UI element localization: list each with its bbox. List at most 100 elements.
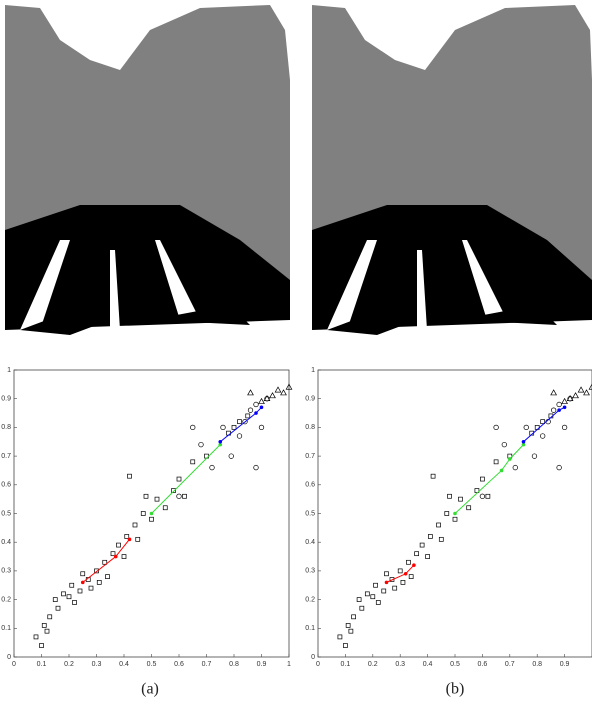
triangle-point (285, 383, 293, 390)
circle-point (228, 453, 234, 459)
square-point (143, 493, 149, 499)
square-point (105, 574, 110, 579)
square-point (485, 493, 491, 499)
square-point (474, 488, 480, 493)
x-tick-label: 0.7 (505, 661, 515, 668)
line-vertex (557, 408, 561, 412)
x-tick-label: 0 (316, 661, 320, 668)
y-tick-label: 0 (7, 654, 11, 661)
circle-point (247, 407, 254, 413)
square-point (375, 600, 381, 605)
circle-point (253, 401, 259, 408)
line-vertex (254, 411, 258, 415)
square-point (69, 582, 75, 588)
triangle-point (263, 394, 271, 402)
circle-point (512, 464, 518, 471)
y-tick-label: 0.4 (1, 539, 11, 546)
line-vertex (508, 457, 512, 461)
triangle-point (561, 397, 568, 404)
triangle-point (572, 392, 579, 399)
square-point (452, 516, 458, 522)
circle-point (242, 419, 248, 425)
square-point (121, 554, 127, 559)
line-vertex (80, 580, 85, 585)
y-tick-label: 0.4 (305, 539, 315, 546)
square-point (96, 580, 102, 585)
y-tick-label: 0.8 (305, 424, 315, 431)
x-tick-label: 0.8 (532, 661, 542, 668)
square-point (480, 476, 485, 482)
square-point (397, 568, 403, 574)
square-point (124, 534, 130, 539)
circle-point (198, 441, 204, 448)
square-point (351, 614, 356, 620)
x-tick-label: 0 (12, 661, 16, 668)
square-point (182, 493, 187, 499)
circle-point (209, 464, 215, 471)
y-tick-label: 0.1 (305, 625, 315, 632)
line-vertex (127, 537, 132, 542)
x-tick-label: 0.9 (560, 661, 570, 668)
square-point (458, 496, 463, 502)
square-point (127, 473, 132, 479)
x-tick-label: 0.1 (37, 661, 47, 668)
x-tick-label: 0.7 (202, 661, 212, 668)
segmentation-image-a (5, 5, 290, 350)
square-point (419, 542, 425, 548)
x-tick-label: 1 (287, 661, 291, 668)
square-point (237, 419, 242, 425)
x-tick-label: 0.6 (174, 661, 184, 668)
line-vertex (521, 439, 526, 444)
y-tick-label: 1 (7, 367, 11, 374)
x-tick-label: 0.4 (119, 661, 129, 668)
triangle-point (274, 386, 282, 393)
x-tick-label: 0.4 (423, 661, 433, 668)
caption: (a) (141, 681, 159, 698)
circle-point (531, 453, 538, 459)
y-tick-label: 0.6 (305, 482, 315, 489)
square-point (72, 600, 77, 605)
square-point (88, 585, 94, 591)
line-vertex (259, 405, 264, 410)
square-point (466, 505, 472, 511)
circle-point (561, 424, 568, 431)
square-point (337, 634, 343, 640)
circle-point (540, 433, 546, 439)
square-point (373, 582, 378, 588)
square-point (430, 473, 436, 479)
y-tick-label: 0.8 (1, 424, 11, 431)
y-tick-label: 0.2 (1, 596, 11, 603)
line-vertex (218, 442, 223, 447)
square-point (370, 594, 376, 600)
square-point (176, 476, 182, 482)
line-vertex (412, 563, 416, 567)
square-point (80, 571, 86, 577)
triangle-point (258, 397, 265, 404)
x-tick-label: 0.6 (478, 661, 488, 668)
square-point (94, 568, 99, 574)
square-point (392, 585, 398, 591)
square-point (190, 459, 196, 465)
circle-point (176, 493, 182, 499)
square-point (77, 588, 83, 594)
y-tick-label: 0.5 (305, 510, 315, 517)
square-point (116, 542, 121, 548)
square-point (39, 643, 44, 648)
square-point (400, 580, 406, 585)
square-point (356, 597, 362, 602)
square-point (231, 425, 237, 430)
square-point (540, 419, 546, 425)
square-point (154, 496, 160, 502)
square-point (384, 571, 389, 577)
y-tick-label: 1 (311, 367, 315, 374)
y-tick-label: 0.7 (1, 453, 11, 460)
square-point (149, 516, 154, 522)
line-vertex (384, 580, 389, 585)
square-point (33, 634, 39, 640)
square-point (41, 623, 47, 628)
square-point (245, 413, 251, 419)
y-tick-label: 0.9 (305, 396, 315, 403)
square-point (110, 551, 116, 557)
line-vertex (562, 405, 567, 410)
